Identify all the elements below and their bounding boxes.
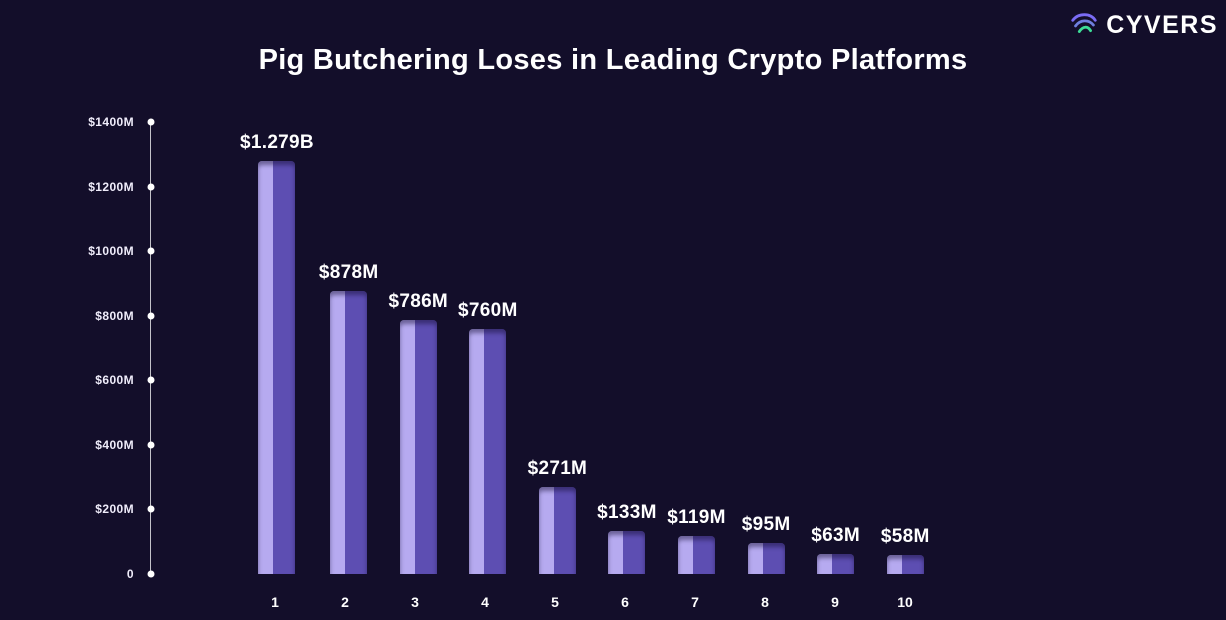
y-tick-label: $800M xyxy=(95,308,134,323)
bar-column: $760M xyxy=(453,122,523,574)
y-tick-dot xyxy=(147,118,154,126)
bar xyxy=(538,487,576,574)
logo: CYVERS xyxy=(1069,10,1218,40)
bar-value-label: $119M xyxy=(667,507,726,528)
x-axis-label: 6 xyxy=(621,594,629,610)
bar-chart: $1400M $1200M $1000M $800M $600M $400M $200M 0 … xyxy=(0,112,1226,612)
y-tick-dot xyxy=(147,183,154,191)
bar-value-label: $786M xyxy=(388,291,449,312)
bar-value-label: $760M xyxy=(458,300,518,321)
bar xyxy=(817,554,855,574)
cyvers-logo-icon xyxy=(1071,13,1097,33)
bar-value-label: $95M xyxy=(741,514,791,535)
bar xyxy=(469,329,507,574)
x-axis-label: 3 xyxy=(411,594,419,610)
bar xyxy=(330,291,368,574)
bar-column: $63M xyxy=(801,122,871,574)
x-axis-label: 10 xyxy=(897,594,913,610)
y-tick-label: 0 xyxy=(126,567,134,581)
bar xyxy=(747,543,785,574)
y-tick-dot xyxy=(147,505,154,513)
y-tick-dot xyxy=(147,312,154,320)
y-tick-label: $1400M xyxy=(88,115,134,129)
x-axis-labels: 1 2 3 4 5 6 7 8 9 10 xyxy=(240,594,940,610)
bar-value-label: $63M xyxy=(811,525,861,546)
bar-column: $878M xyxy=(314,122,384,574)
bar xyxy=(258,161,296,574)
bar xyxy=(678,536,716,574)
y-axis-line xyxy=(150,122,151,574)
bar-value-label: $1.279B xyxy=(240,132,314,153)
bar-column: $58M xyxy=(870,122,940,574)
y-tick-label: $400M xyxy=(95,437,134,452)
y-tick-dot xyxy=(147,376,154,384)
y-tick-label: $1200M xyxy=(88,179,134,194)
x-axis-label: 9 xyxy=(831,594,839,610)
x-axis-label: 8 xyxy=(761,594,769,610)
y-tick-label: $600M xyxy=(95,373,134,388)
bar-value-label: $271M xyxy=(527,458,588,479)
bar-column: $786M xyxy=(384,122,454,574)
chart-title: Pig Butchering Loses in Leading Crypto P… xyxy=(258,44,968,76)
bar-value-label: $58M xyxy=(880,526,930,547)
x-axis-label: 4 xyxy=(481,594,489,610)
y-tick-label: $200M xyxy=(95,502,134,517)
x-axis-label: 7 xyxy=(691,594,699,610)
bar-value-label: $133M xyxy=(597,502,657,523)
bar xyxy=(886,555,924,574)
y-tick-label: $1000M xyxy=(88,244,134,259)
y-tick-dot xyxy=(147,441,154,449)
y-tick-dot xyxy=(147,570,154,578)
bar xyxy=(399,320,437,574)
x-axis-label: 5 xyxy=(551,594,559,610)
bar xyxy=(608,531,646,574)
bar-column: $119M xyxy=(662,122,732,574)
bar-column: $133M xyxy=(592,122,662,574)
bar-column: $271M xyxy=(523,122,593,574)
bar-column: $95M xyxy=(731,122,801,574)
bar-column: $1.279B xyxy=(240,122,314,574)
x-axis-label: 2 xyxy=(341,594,349,610)
x-axis-label: 1 xyxy=(271,594,279,610)
plot-area: $1.279B $878M $786M $760M $271M $133M $119M $95… xyxy=(240,122,940,574)
logo-text: CYVERS xyxy=(1106,10,1218,39)
y-tick-dot xyxy=(147,247,154,255)
bar-value-label: $878M xyxy=(318,262,379,283)
